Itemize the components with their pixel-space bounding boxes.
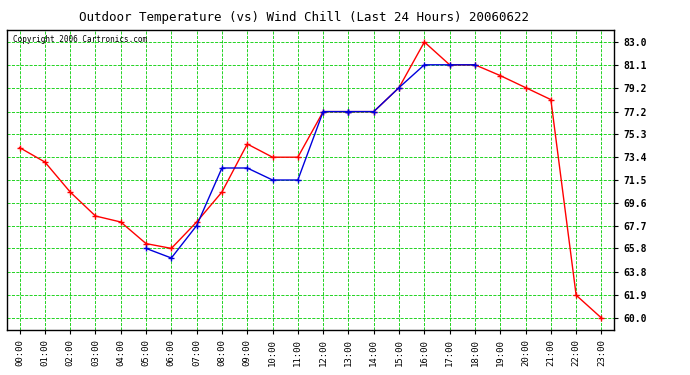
Text: Copyright 2006 Cartronics.com: Copyright 2006 Cartronics.com — [13, 34, 147, 44]
Text: Outdoor Temperature (vs) Wind Chill (Last 24 Hours) 20060622: Outdoor Temperature (vs) Wind Chill (Las… — [79, 11, 529, 24]
